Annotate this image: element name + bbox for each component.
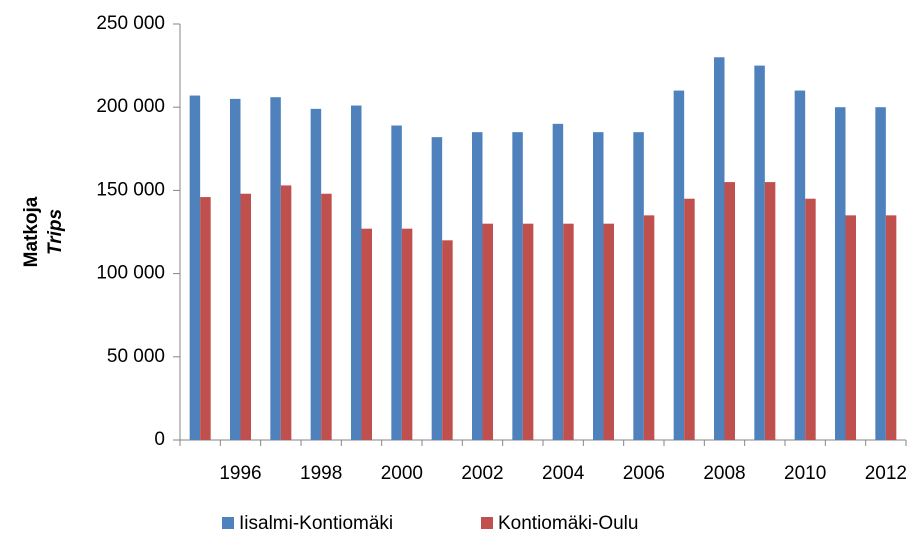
- x-tick-label: 2000: [381, 463, 423, 484]
- x-tick-label: 2012: [865, 463, 907, 484]
- bar: [482, 223, 493, 440]
- bar: [835, 107, 846, 440]
- bar: [230, 98, 241, 440]
- x-tick-label: 2004: [542, 463, 585, 484]
- bar: [845, 215, 856, 440]
- bar: [310, 108, 322, 440]
- bar: [673, 90, 685, 440]
- bar: [684, 198, 695, 440]
- bar: [200, 197, 211, 440]
- y-tick-label: 0: [154, 429, 165, 450]
- y-axis-label: Matkoja: [21, 196, 42, 267]
- bar: [724, 182, 735, 440]
- bar: [764, 182, 776, 440]
- bar: [391, 125, 402, 440]
- bar: [189, 95, 201, 440]
- bar: [885, 215, 897, 440]
- bar: [270, 97, 281, 440]
- bar: [714, 57, 725, 440]
- y-tick-label: 100 000: [96, 263, 165, 284]
- bar: [431, 137, 443, 441]
- bar: [643, 215, 655, 440]
- bar: [280, 185, 292, 440]
- x-tick-label: 1998: [300, 463, 342, 484]
- bar: [351, 105, 362, 440]
- x-tick-label: 2008: [703, 463, 745, 484]
- bar: [563, 223, 574, 440]
- legend-swatch: [222, 517, 234, 529]
- bar: [875, 107, 886, 440]
- bar: [805, 198, 816, 440]
- bar: [593, 132, 604, 440]
- bar: [401, 228, 413, 440]
- x-tick-label: 1996: [219, 463, 261, 484]
- bar: [522, 223, 534, 440]
- y-tick-label: 50 000: [107, 346, 165, 367]
- bar: [603, 223, 614, 440]
- bar: [633, 132, 644, 440]
- bar: [472, 132, 483, 440]
- y-axis-label-en: Trips: [45, 209, 66, 255]
- bar: [794, 90, 806, 440]
- y-tick-label: 150 000: [96, 179, 165, 200]
- bar: [321, 193, 332, 440]
- bar: [512, 132, 523, 440]
- bar: [361, 228, 372, 440]
- bar: [240, 193, 251, 440]
- x-tick-label: 2010: [784, 463, 826, 484]
- legend-swatch: [481, 517, 493, 529]
- x-tick-label: 2002: [461, 463, 503, 484]
- bar: [552, 123, 564, 440]
- bar: [754, 65, 765, 440]
- legend-label: Iisalmi-Kontiomäki: [239, 513, 393, 534]
- y-tick-label: 200 000: [96, 96, 165, 117]
- legend-label: Kontiomäki-Oulu: [498, 513, 638, 534]
- y-tick-label: 250 000: [96, 13, 165, 34]
- x-tick-label: 2006: [623, 463, 665, 484]
- bar: [442, 240, 453, 440]
